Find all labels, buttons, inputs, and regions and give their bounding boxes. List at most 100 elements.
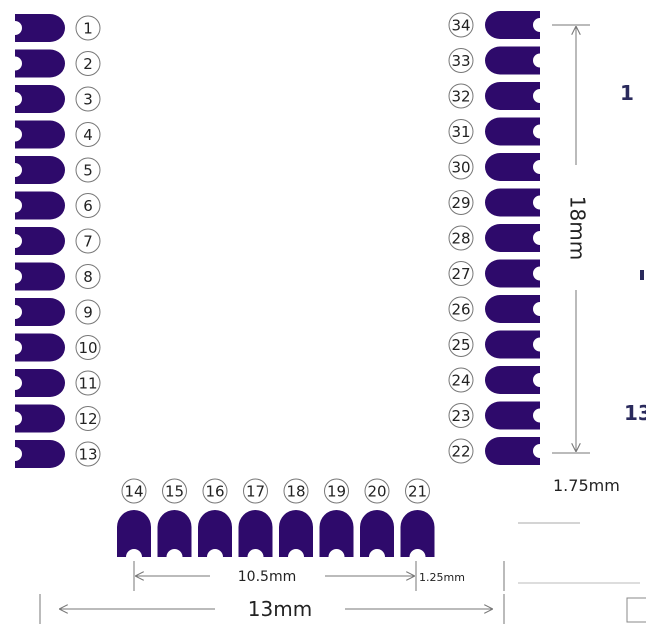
pin-number-circle	[448, 403, 474, 428]
pin-number-circle	[364, 478, 390, 504]
pin-number: 22	[451, 443, 470, 461]
right-pad	[485, 153, 540, 181]
width-dimension	[39, 594, 505, 624]
pin-number: 27	[451, 265, 470, 283]
pin-number-circle	[448, 225, 474, 251]
pin-number-circle	[448, 261, 474, 286]
right-pad	[485, 11, 540, 39]
pin-number-circle	[75, 264, 101, 289]
pin-number-badge: 11	[75, 370, 101, 396]
height-dimension-label: 18mm	[566, 196, 590, 260]
pin-number: 30	[451, 159, 470, 177]
pin-number-badge: 34	[448, 12, 474, 38]
left-pad	[15, 333, 65, 362]
pin-number-circle	[202, 478, 228, 504]
right-pad	[485, 46, 540, 75]
pin-number-circle	[405, 478, 430, 504]
pin-number: 17	[246, 483, 265, 501]
pin-number-badge: 19	[324, 478, 349, 504]
bottom-pad	[360, 510, 394, 557]
pin-number-badge: 10	[75, 335, 101, 360]
pitch-dimension-label: 10.5mm	[238, 569, 296, 585]
side-label-top: 1	[620, 81, 634, 105]
pin-number-badge: 18	[283, 478, 309, 504]
pin-number-circle	[448, 83, 474, 109]
pin-number-badge: 28	[448, 225, 474, 251]
pin-number-circle	[448, 12, 474, 38]
pin-number-circle	[448, 438, 474, 464]
right-pin-column: 34 33 32 31 30 29 28 27 26 25 24 23 22	[448, 11, 540, 465]
pin-number-circle	[448, 48, 474, 73]
pin-number-circle	[75, 157, 101, 183]
pin-number: 16	[205, 483, 224, 501]
pin-number-badge: 27	[448, 261, 474, 286]
side-mark-middle	[640, 270, 644, 280]
left-pad	[15, 85, 65, 113]
pin-number-circle	[162, 478, 187, 504]
bottom-pad	[319, 510, 354, 557]
right-pad	[485, 437, 540, 465]
right-pad	[485, 366, 540, 394]
pin-number: 8	[83, 268, 93, 286]
pin-number: 11	[78, 375, 97, 393]
pin-number-badge: 7	[75, 228, 101, 254]
right-pad	[485, 117, 540, 146]
left-pad	[15, 49, 65, 78]
pin-number-circle	[75, 193, 101, 218]
pin-number: 4	[83, 126, 93, 144]
pin-number-circle	[75, 122, 101, 147]
side-offset-label: 1.75mm	[553, 476, 620, 495]
edge-gap-label: 1.25mm	[419, 571, 465, 584]
right-pad	[485, 401, 540, 430]
pin-number: 33	[451, 52, 470, 70]
pin-number-circle	[448, 154, 474, 180]
pin-number: 13	[78, 446, 97, 464]
pin-number-badge: 25	[448, 332, 474, 357]
pin-number-badge: 26	[448, 296, 474, 322]
left-pad	[15, 156, 65, 184]
pin-number: 28	[451, 230, 470, 248]
pin-number-circle	[75, 441, 101, 467]
pin-number: 7	[83, 233, 93, 251]
pin-number-badge: 24	[448, 367, 474, 393]
pin-number-circle	[324, 478, 349, 504]
pin-number-circle	[448, 296, 474, 322]
pin-number-badge: 22	[448, 438, 474, 464]
pin-number-badge: 21	[405, 478, 430, 504]
pin-number-circle	[75, 370, 101, 396]
right-pad	[485, 188, 540, 217]
pin-number: 29	[451, 194, 470, 212]
pin-number-badge: 13	[75, 441, 101, 467]
bottom-pad	[198, 510, 232, 557]
pin-number-circle	[448, 367, 474, 393]
bottom-pad	[157, 510, 192, 557]
pin-number-circle	[75, 299, 101, 325]
bottom-pad	[279, 510, 313, 557]
left-pad	[15, 440, 65, 468]
pin-number-circle	[75, 406, 101, 431]
height-dimension	[552, 24, 590, 454]
pitch-dimension	[133, 561, 417, 591]
pin-number: 3	[83, 91, 93, 109]
pin-number-badge: 30	[448, 154, 474, 180]
pin-number: 5	[83, 162, 93, 180]
pin-number: 6	[83, 197, 93, 215]
pin-number-badge: 8	[75, 264, 101, 289]
pin-number-badge: 12	[75, 406, 101, 431]
pin-number: 18	[286, 483, 305, 501]
left-pad	[15, 14, 65, 42]
right-pad	[485, 224, 540, 252]
pin-number: 32	[451, 88, 470, 106]
pin-number-circle	[75, 228, 101, 254]
pin-number-circle	[243, 478, 268, 504]
pin-number: 21	[408, 483, 427, 501]
right-pad	[485, 82, 540, 110]
pin-number-badge: 23	[448, 403, 474, 428]
bottom-pad	[400, 510, 435, 557]
pin-number-circle	[75, 86, 101, 112]
pin-number-badge: 6	[75, 193, 101, 218]
pin-number: 9	[83, 304, 93, 322]
pin-number: 15	[165, 483, 184, 501]
